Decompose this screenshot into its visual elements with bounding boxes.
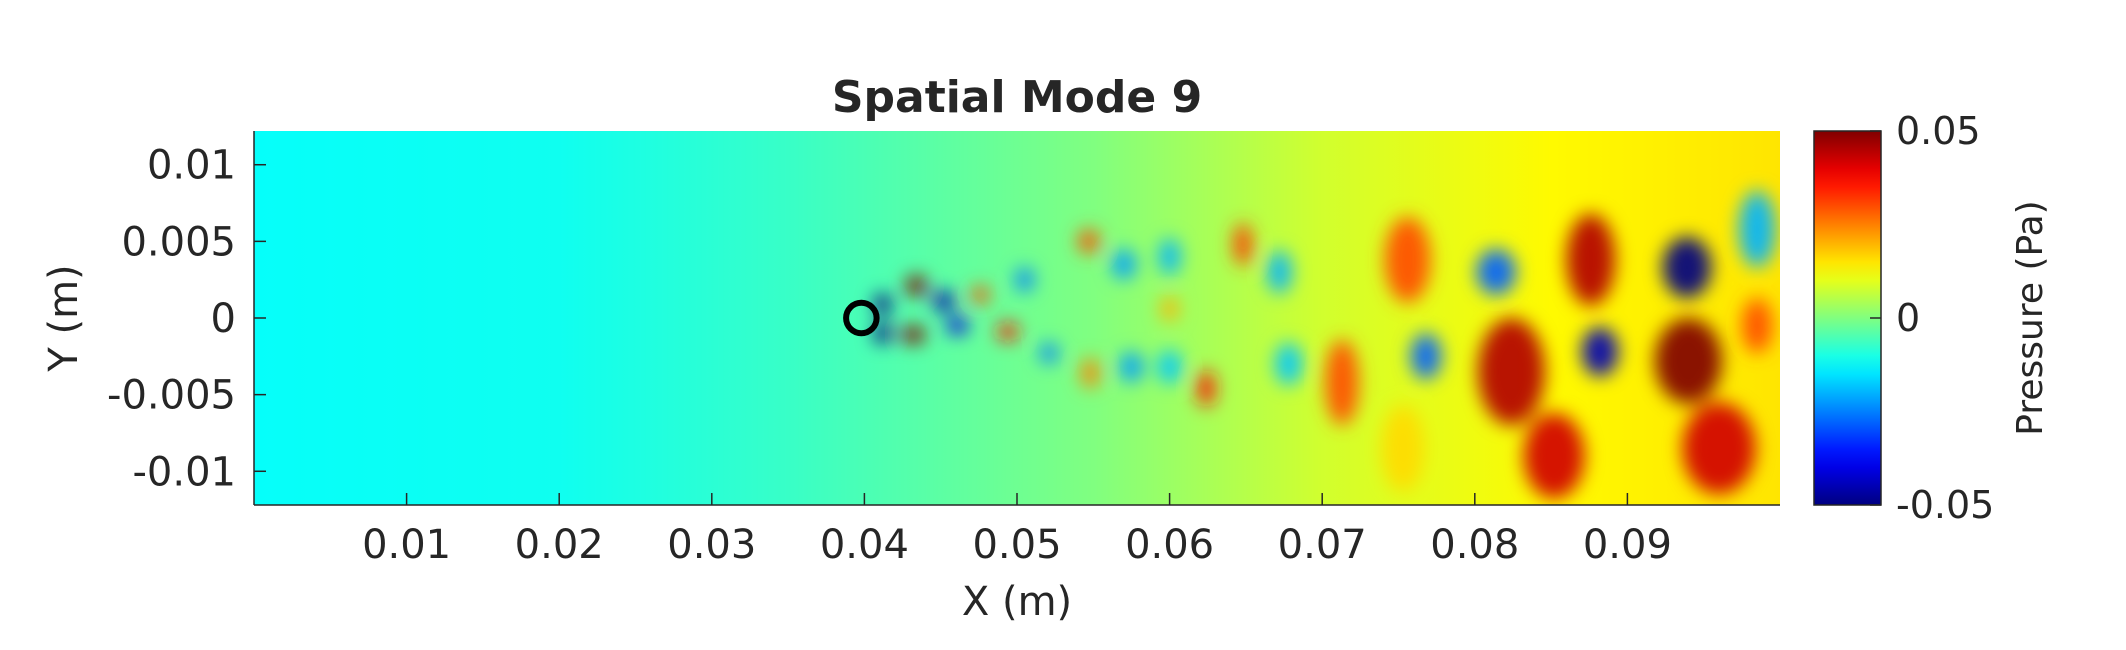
pressure-blob — [1078, 229, 1100, 254]
pressure-blob — [1160, 296, 1179, 322]
x-axis-label: X (m) — [962, 579, 1072, 625]
pressure-blob — [1233, 222, 1253, 266]
y-tick-label: 0 — [211, 296, 236, 342]
colorbar-tick-label: 0.05 — [1896, 109, 1981, 153]
x-tick-label: 0.03 — [667, 522, 756, 568]
pressure-blob — [1111, 249, 1137, 280]
pressure-blob — [873, 293, 892, 315]
x-axis-ticks: 0.01 0.02 0.03 0.04 0.05 0.06 0.07 0.08 0.09 — [362, 493, 1672, 568]
pressure-blob — [1581, 327, 1619, 377]
pressure-blob — [1384, 216, 1431, 303]
pressure-blob — [905, 275, 927, 297]
plot-area — [254, 131, 1780, 505]
pressure-blob — [1197, 370, 1216, 407]
pressure-blob — [1015, 267, 1034, 292]
pressure-blob — [1741, 298, 1773, 354]
pressure-blob — [1325, 339, 1359, 426]
x-tick-label: 0.07 — [1278, 522, 1367, 568]
pressure-blob — [1738, 190, 1776, 268]
colorbar-tick-label: -0.05 — [1896, 483, 1994, 527]
x-tick-label: 0.06 — [1125, 522, 1214, 568]
x-tick-label: 0.04 — [820, 522, 909, 568]
colorbar-label: Pressure (Pa) — [2010, 200, 2051, 435]
y-tick-label: -0.005 — [107, 373, 236, 419]
pressure-blob — [1039, 342, 1059, 364]
colorbar-ticks: 0.05 0 -0.05 — [1870, 109, 1994, 527]
pressure-blob — [1267, 250, 1292, 294]
colorbar: 0.05 0 -0.05 Pressure (Pa) — [1813, 109, 2051, 527]
pressure-blob — [1477, 318, 1545, 426]
pressure-blob — [1682, 402, 1756, 495]
pressure-blob — [1157, 350, 1182, 384]
pressure-blob — [1081, 357, 1100, 389]
pressure-blob — [1566, 213, 1616, 306]
pressure-blob — [1381, 405, 1425, 492]
colorbar-tick-label: 0 — [1896, 296, 1920, 340]
chart-title: Spatial Mode 9 — [832, 72, 1202, 123]
colorbar-scale — [1813, 130, 1882, 506]
x-tick-label: 0.01 — [362, 522, 451, 568]
pressure-blob — [933, 290, 955, 312]
y-tick-label: 0.005 — [121, 219, 236, 265]
pressure-blob — [1119, 351, 1144, 383]
pressure-blob — [971, 285, 990, 305]
pressure-blob — [1476, 249, 1517, 296]
pressure-blob — [901, 325, 926, 345]
pressure-blob — [1274, 342, 1303, 386]
pressure-blob — [873, 322, 892, 345]
pressure-blob — [997, 322, 1019, 341]
pressure-blob — [946, 316, 969, 335]
y-tick-label: 0.01 — [147, 143, 236, 189]
x-tick-label: 0.09 — [1583, 522, 1672, 568]
pressure-blob — [1158, 238, 1181, 276]
cylinder-marker — [843, 299, 880, 337]
y-axis-ticks: 0.01 0.005 0 -0.005 -0.01 — [107, 143, 266, 495]
pressure-blob — [1654, 318, 1723, 404]
pressure-blob — [1662, 236, 1712, 299]
pressure-blob — [1523, 413, 1585, 499]
x-tick-label: 0.08 — [1430, 522, 1519, 568]
y-axis-label: Y (m) — [41, 264, 87, 372]
x-tick-label: 0.02 — [515, 522, 604, 568]
pressure-blob — [1410, 333, 1442, 380]
x-tick-label: 0.05 — [972, 522, 1061, 568]
pressure-features — [873, 190, 1776, 499]
y-tick-label: -0.01 — [133, 449, 237, 495]
